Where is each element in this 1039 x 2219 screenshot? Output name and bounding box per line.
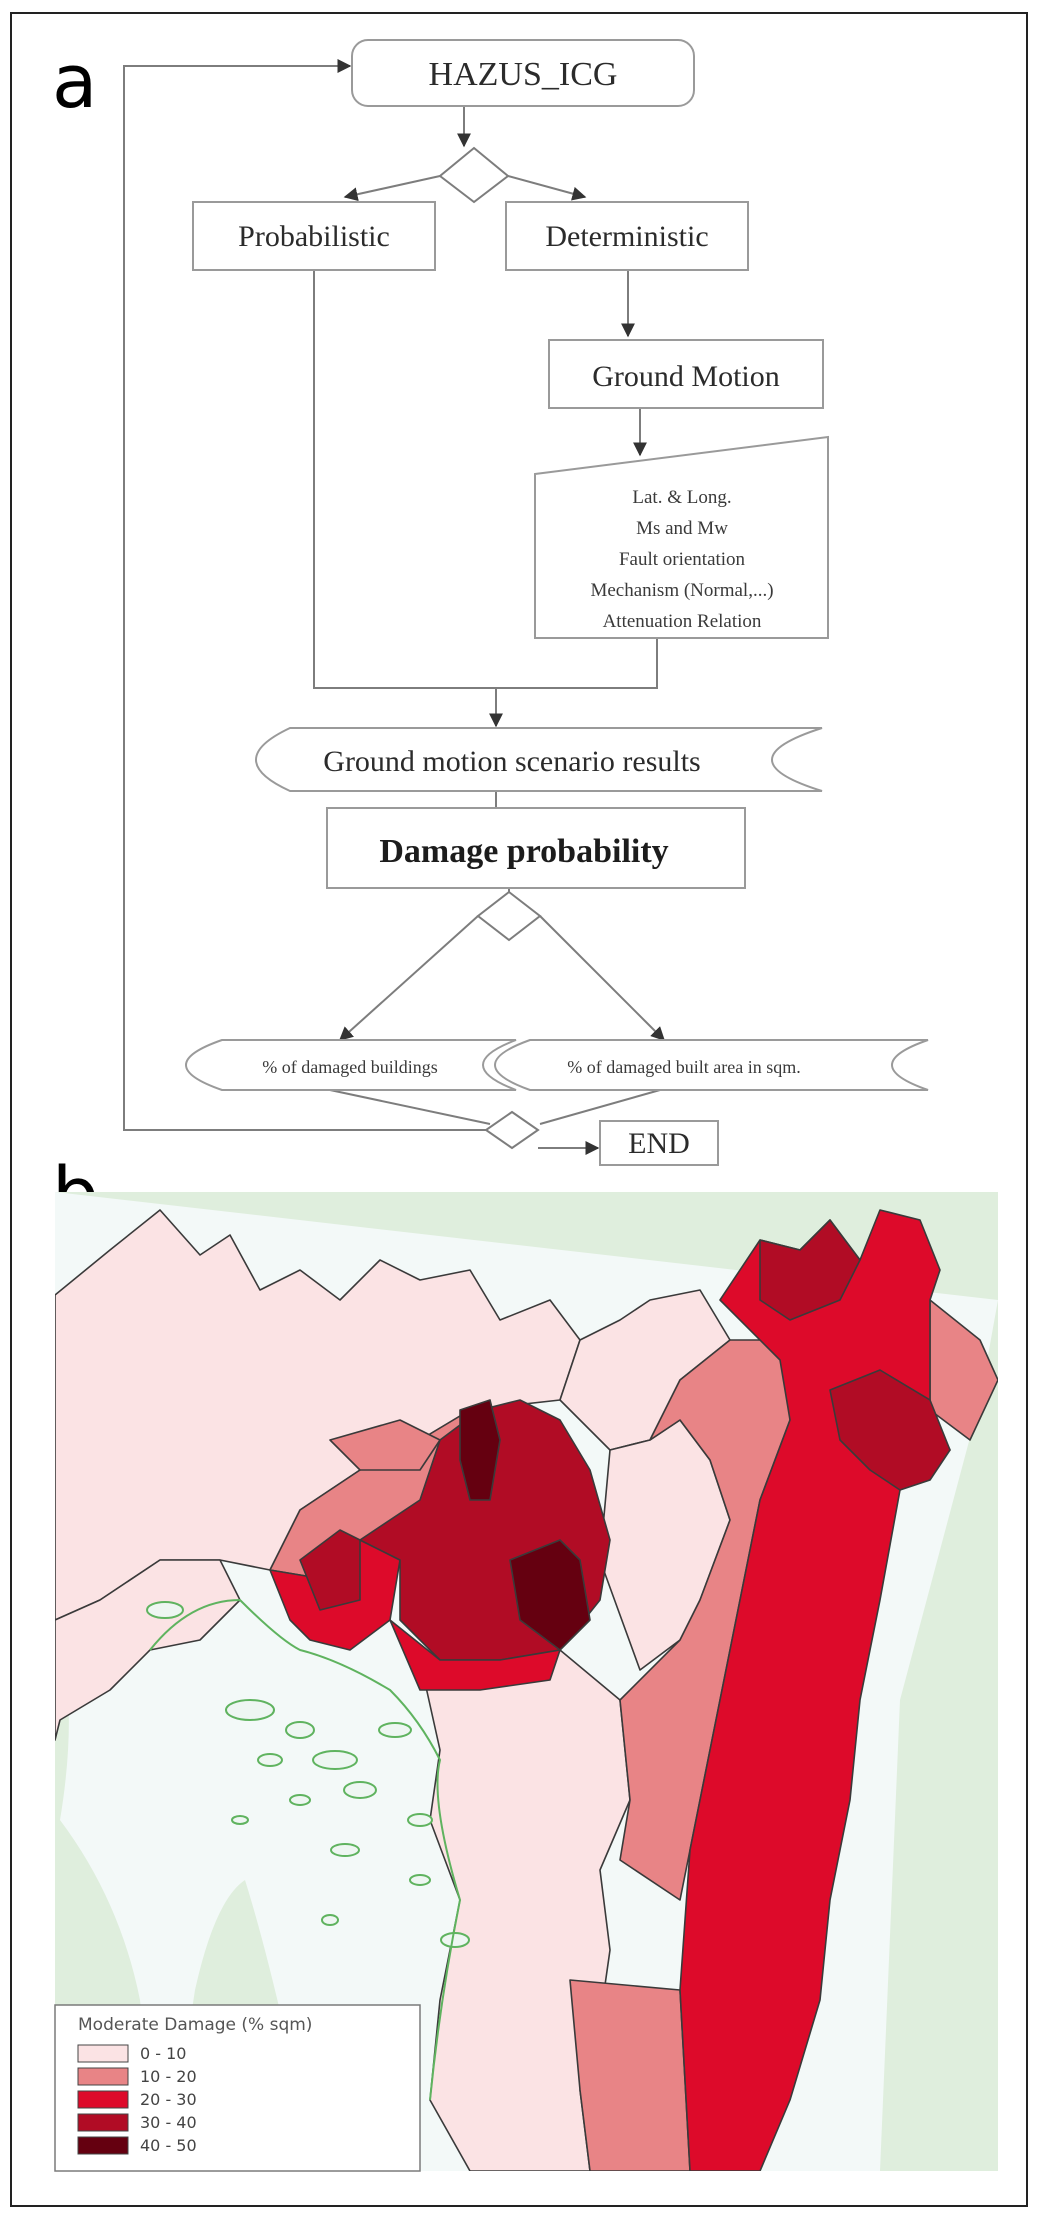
island	[409, 1874, 431, 1886]
island	[440, 1932, 470, 1948]
map-legend: Moderate Damage (% sqm) 0 - 10 10 - 20 20 …	[54, 2004, 421, 2172]
island	[312, 1750, 358, 1770]
island	[343, 1781, 377, 1799]
island	[146, 1601, 184, 1619]
island	[257, 1753, 283, 1767]
district-northeast-cluster	[829, 1369, 951, 1491]
islands	[146, 1601, 470, 1948]
island	[289, 1794, 311, 1806]
scenario-results-shape	[255, 727, 823, 792]
damage-probability-box	[326, 807, 746, 889]
parameter-item: Attenuation Relation	[603, 611, 762, 632]
parameter-item: Mechanism (Normal,...)	[590, 580, 773, 601]
land-north	[55, 1192, 998, 2171]
damage-probability-label: Damage probability	[379, 833, 668, 870]
deterministic-box	[505, 201, 749, 271]
parameter-item: Fault orientation	[619, 549, 746, 570]
legend-label: 10 - 20	[140, 2067, 197, 2086]
island	[378, 1722, 412, 1738]
decision-diamond-end	[484, 1110, 540, 1150]
legend-swatch	[77, 2044, 129, 2063]
flowchart-connectors	[123, 59, 665, 1155]
parameter-item: Lat. & Long.	[632, 487, 731, 508]
legend-title: Moderate Damage (% sqm)	[78, 2015, 312, 2035]
scenario-results-label: Ground motion scenario results	[323, 745, 700, 778]
legend-label: 30 - 40	[140, 2113, 197, 2132]
legend-label: 20 - 30	[140, 2090, 197, 2109]
district-west-coast	[55, 1559, 241, 1741]
flowchart-panel: a	[52, 39, 929, 1166]
island	[231, 1815, 249, 1825]
parameters-list: Lat. & Long. Ms and Mw Fault orientation…	[590, 487, 773, 632]
district-core-west-inner	[299, 1529, 361, 1611]
damaged-buildings-shape	[185, 1039, 517, 1091]
start-terminator	[351, 39, 695, 107]
deterministic-label: Deterministic	[545, 220, 708, 253]
legend-label: 40 - 50	[140, 2136, 197, 2155]
connector-area-end	[539, 1089, 661, 1125]
connector-buildings-end	[329, 1089, 491, 1125]
legend-label: 0 - 10	[140, 2044, 186, 2063]
connector-to-deterministic	[507, 175, 587, 201]
panel-label-a: a	[52, 39, 97, 125]
connector-loop-back	[123, 59, 486, 1131]
end-box	[599, 1120, 719, 1166]
island	[225, 1699, 275, 1721]
coastline	[149, 1598, 462, 2101]
island	[407, 1813, 433, 1827]
damaged-area-label: % of damaged built area in sqm.	[567, 1057, 800, 1077]
district-core-ring	[329, 1419, 441, 1471]
legend-items: 0 - 10 10 - 20 20 - 30 30 - 40 40 - 50	[77, 2044, 197, 2155]
ground-motion-label: Ground Motion	[592, 360, 780, 393]
ground-motion-box	[548, 339, 824, 409]
damaged-area-shape	[494, 1039, 929, 1091]
connector-merge	[313, 270, 658, 689]
figure-border	[10, 12, 1028, 2207]
decision-diamond-bottom	[476, 890, 542, 942]
connector-to-probabilistic	[343, 175, 441, 202]
start-label: HAZUS_ICG	[429, 56, 618, 93]
end-label: END	[628, 1127, 690, 1160]
parameter-item: Ms and Mw	[636, 518, 728, 539]
legend-swatch	[77, 2090, 129, 2109]
parameters-input-box	[534, 435, 829, 639]
damaged-buildings-label: % of damaged buildings	[262, 1057, 437, 1077]
legend-swatch	[77, 2067, 129, 2086]
district-core-peak-east	[509, 1539, 591, 1651]
district-core-south	[389, 1619, 561, 1691]
connector-to-damaged-area	[539, 915, 665, 1041]
island	[285, 1721, 315, 1739]
legend-swatch	[77, 2113, 129, 2132]
district-core-peak-north	[459, 1399, 501, 1501]
island	[321, 1914, 339, 1926]
probabilistic-box	[192, 201, 436, 271]
damage-map-panel: b	[52, 1152, 998, 2172]
legend-swatch	[77, 2136, 129, 2155]
probabilistic-label: Probabilistic	[238, 220, 390, 253]
district-ring-southeast	[569, 1979, 691, 2171]
island	[330, 1843, 360, 1857]
connector-to-damaged-buildings	[338, 915, 479, 1041]
district-northeast-north	[759, 1219, 861, 1321]
decision-diamond-top	[438, 146, 510, 204]
